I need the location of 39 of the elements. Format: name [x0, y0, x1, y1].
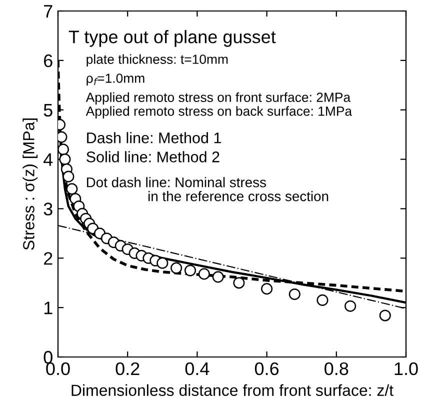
x-tick-label: 1.0 [394, 362, 418, 376]
annotation: Applied remoto stress on front surface: 2MPa [86, 92, 351, 105]
point [62, 170, 74, 182]
y-tick-label: 0 [44, 350, 52, 364]
y-tick-label: 5 [44, 104, 52, 117]
annotation: ρ$_{f}$=1.0mm [86, 74, 144, 86]
annotation: Solid line: Method 2 [86, 151, 220, 162]
point [212, 271, 224, 283]
x-tick-label: 0.0 [46, 362, 70, 376]
annotation: Dot dash line: Nominal stress in the reference cross section [86, 177, 328, 202]
point [59, 154, 71, 166]
x-tick-label: 0.6 [254, 362, 279, 376]
point [66, 183, 78, 195]
point [198, 268, 210, 280]
y-tick-label: 4 [44, 153, 53, 166]
annotation: Applied remoto stress on back surface: 1MPa [86, 106, 352, 118]
x-axis-title: Dimensionless distance from front surface: z/t [72, 384, 394, 396]
point [156, 257, 168, 269]
point [58, 144, 69, 156]
annotation: Dash line: Method 1 [87, 132, 221, 144]
x-tick-label: 0.2 [116, 362, 140, 376]
point [288, 288, 300, 300]
point [379, 310, 391, 322]
x-tick-label: 0.4 [185, 362, 210, 376]
y-tick-label: 3 [44, 202, 52, 216]
point [233, 277, 245, 289]
y-tick-label: 1 [44, 302, 52, 314]
annotation: T type out of plane gusset [68, 30, 276, 47]
y-tick-label: 7 [44, 5, 52, 18]
y-axis-title: Stress : σ(z) [MPa] [22, 118, 38, 250]
point [344, 300, 356, 312]
point [184, 264, 196, 276]
y-tick-label: 6 [44, 54, 52, 68]
annotation: plate thickness: t=10mm [86, 54, 228, 67]
x-tick-label: 0.8 [324, 362, 348, 376]
point [316, 294, 328, 306]
point [261, 283, 273, 295]
point [170, 262, 182, 274]
y-tick-label: 2 [44, 252, 52, 265]
